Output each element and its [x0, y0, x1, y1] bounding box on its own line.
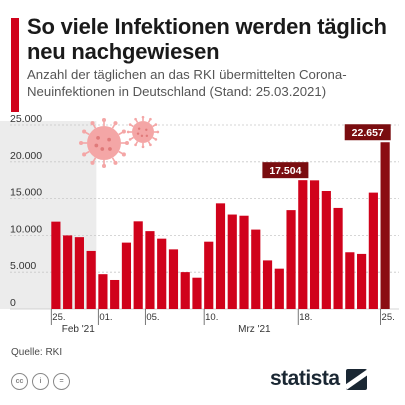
virus-spike-tip: [141, 145, 145, 149]
virus-spot: [96, 136, 100, 140]
bar: [192, 277, 202, 309]
virus-spot: [94, 143, 99, 148]
bar: [51, 221, 61, 309]
bar: [86, 250, 96, 309]
virus-spike-tip: [128, 138, 132, 141]
virus-spike-tip: [82, 129, 87, 134]
virus-spike-tip: [79, 140, 84, 146]
virus-spike-tip: [101, 163, 107, 168]
source-note: Quelle: RKI: [11, 347, 63, 358]
virus-spike-tip: [90, 121, 95, 126]
y-tick-label: 15.000: [10, 187, 42, 199]
title-accent-bar: [11, 18, 19, 112]
virus-spike-tip: [134, 117, 137, 121]
x-tick-label: 10.: [205, 312, 218, 323]
virus-spike-tip: [113, 121, 118, 126]
bar: [145, 231, 155, 309]
virus-body: [87, 126, 121, 160]
y-tick-label: 5.000: [10, 260, 36, 272]
virus-spike-tip: [121, 152, 126, 157]
virus-spike-tip: [124, 140, 129, 146]
cc-icon[interactable]: cc: [11, 373, 28, 390]
bar: [298, 180, 308, 309]
license-icons: cc i =: [11, 373, 70, 390]
statista-logo[interactable]: statista: [270, 367, 367, 391]
virus-spot: [145, 128, 148, 132]
virus-spike-tip: [154, 123, 158, 126]
y-tick-label: 10.000: [10, 223, 42, 235]
value-label: 22.657: [352, 127, 384, 139]
virus-spike-tip: [121, 129, 126, 134]
bar: [357, 253, 367, 309]
bar: [74, 237, 84, 309]
value-label-box: [344, 124, 391, 141]
bar: [368, 192, 378, 309]
virus-spike-tip: [128, 123, 132, 126]
brand-name: statista: [270, 367, 340, 390]
bar: [262, 260, 273, 309]
virus-spot: [140, 134, 144, 138]
virus-spike-tip: [149, 117, 152, 121]
bar: [133, 221, 143, 309]
virus-spike-tip: [90, 160, 95, 165]
value-label: 17.504: [269, 165, 301, 177]
month-label: Feb '21: [62, 324, 95, 335]
virus-spot: [145, 134, 149, 138]
virus-spike-tip: [154, 138, 158, 141]
x-tick-label: 25.: [52, 312, 65, 323]
virus-spot: [107, 137, 111, 142]
bar: [380, 142, 390, 309]
y-tick-label: 0: [10, 297, 16, 309]
y-tick-label: 25.000: [10, 113, 42, 125]
virus-spot: [108, 147, 112, 151]
statista-logo-icon: [345, 368, 367, 390]
virus-spike-tip: [82, 152, 87, 157]
page-subtitle: Anzahl der täglichen an das RKI übermitt…: [27, 67, 347, 99]
virus-spot: [137, 127, 141, 130]
bar: [121, 242, 132, 309]
month-label: Mrz '21: [238, 324, 271, 335]
x-tick-label: 25.: [382, 312, 395, 323]
equals-icon[interactable]: =: [53, 373, 70, 390]
x-tick-label: 05.: [146, 312, 159, 323]
bar: [180, 272, 190, 309]
virus-spike-tip: [126, 130, 130, 134]
virus-spike-tip: [113, 160, 118, 165]
bar: [239, 215, 249, 309]
bar: [345, 252, 355, 309]
bar: [286, 210, 296, 309]
attribution-icon[interactable]: i: [32, 373, 49, 390]
virus-spot: [100, 147, 105, 151]
bar: [168, 249, 179, 309]
bar: [227, 214, 237, 309]
bar: [157, 238, 167, 309]
page-title: So viele Infektionen werden täglich neu …: [27, 14, 387, 64]
bar: [98, 274, 108, 309]
virus-spot: [136, 132, 140, 135]
bar: [63, 235, 73, 309]
bar: [110, 279, 120, 309]
bar-chart: 0 5.000 10.000 15.000 20.000 25.000 25. 01. 05.…: [0, 113, 399, 335]
virus-spike-tip: [141, 115, 145, 119]
bar: [204, 241, 214, 309]
bar: [309, 180, 320, 309]
x-tick-label: 18.: [299, 312, 312, 323]
bar: [215, 203, 226, 309]
virus-spike-tip: [149, 143, 152, 147]
virus-spike-tip: [134, 143, 137, 147]
bar: [333, 207, 343, 309]
y-tick-label: 20.000: [10, 150, 42, 162]
virus-spike-tip: [101, 118, 107, 123]
bar: [251, 229, 261, 309]
virus-body: [132, 121, 154, 143]
bar: [274, 268, 284, 309]
bar: [321, 190, 331, 309]
virus-illustration: [79, 115, 160, 168]
virus-spike-tip: [156, 130, 160, 134]
x-tick-label: 01.: [99, 312, 112, 323]
value-label-box: [262, 162, 309, 179]
